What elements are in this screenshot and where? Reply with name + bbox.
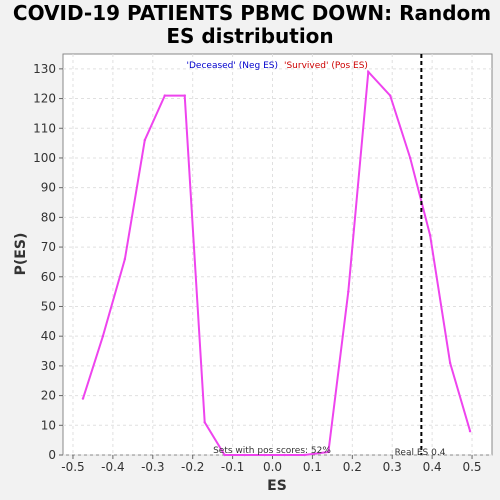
x-axis-label: ES bbox=[267, 478, 287, 494]
data-point bbox=[81, 397, 85, 400]
axis-ticks bbox=[59, 68, 473, 459]
data-point bbox=[183, 94, 186, 97]
x-tick-label: 0.3 bbox=[383, 460, 402, 474]
data-point bbox=[223, 453, 226, 457]
pos-scores-annotation: Sets with pos scores: 52% bbox=[213, 446, 331, 456]
data-point bbox=[143, 138, 147, 142]
legend-neg: 'Deceased' (Neg ES) bbox=[187, 61, 278, 71]
data-point bbox=[203, 421, 206, 424]
data-point bbox=[283, 453, 286, 457]
y-tick-label: 20 bbox=[41, 389, 56, 403]
x-tick-label: 0.5 bbox=[462, 460, 481, 474]
y-tick-label: 110 bbox=[33, 121, 56, 135]
y-tick-label: 90 bbox=[41, 181, 56, 195]
data-point bbox=[389, 94, 392, 97]
es-distribution-line bbox=[82, 69, 472, 456]
x-tick-label: -0.4 bbox=[101, 460, 124, 474]
y-tick-label: 100 bbox=[33, 151, 56, 165]
x-tick-label: 0.4 bbox=[423, 460, 442, 474]
chart-title-line-1: COVID-19 PATIENTS PBMC DOWN: Random bbox=[13, 1, 491, 25]
data-point bbox=[123, 257, 127, 261]
data-point bbox=[101, 334, 105, 338]
y-tick-label: 70 bbox=[41, 240, 56, 254]
x-tick-label: 0.1 bbox=[303, 460, 322, 474]
data-point bbox=[428, 233, 432, 237]
data-point bbox=[468, 430, 472, 433]
y-tick-label: 30 bbox=[41, 359, 56, 373]
y-tick-label: 40 bbox=[41, 329, 56, 343]
plot-area bbox=[62, 53, 493, 456]
data-points bbox=[81, 70, 472, 457]
data-point bbox=[163, 94, 166, 97]
data-point bbox=[347, 290, 350, 293]
y-tick-label: 0 bbox=[48, 448, 56, 462]
x-tick-label: -0.5 bbox=[61, 460, 84, 474]
data-point bbox=[408, 156, 412, 160]
data-point bbox=[303, 453, 306, 457]
y-tick-label: 10 bbox=[41, 418, 56, 432]
y-tick-label: 120 bbox=[33, 92, 56, 106]
data-point bbox=[327, 450, 330, 454]
real-es-label: Real ES 0.4 bbox=[395, 448, 446, 458]
tick-labels: -0.5 -0.4 -0.3 -0.2 -0.1 0.0 0.1 0.2 0.3 0.4 0.5 0 1… bbox=[33, 62, 481, 474]
chart-title-line-2: ES distribution bbox=[166, 24, 333, 48]
y-tick-label: 50 bbox=[41, 299, 56, 313]
data-point bbox=[448, 361, 452, 365]
x-tick-label: -0.1 bbox=[221, 460, 244, 474]
data-point bbox=[367, 70, 370, 74]
y-axis-label: P(ES) bbox=[13, 233, 29, 276]
y-tick-label: 80 bbox=[41, 210, 56, 224]
data-point bbox=[243, 453, 246, 457]
y-tick-label: 130 bbox=[33, 62, 56, 76]
y-tick-label: 60 bbox=[41, 270, 56, 284]
x-tick-label: -0.2 bbox=[181, 460, 204, 474]
x-tick-label: 0.0 bbox=[263, 460, 282, 474]
legend-pos: 'Survived' (Pos ES) bbox=[284, 61, 368, 71]
data-point bbox=[263, 453, 266, 457]
x-tick-label: -0.3 bbox=[141, 460, 164, 474]
x-tick-label: 0.2 bbox=[343, 460, 362, 474]
